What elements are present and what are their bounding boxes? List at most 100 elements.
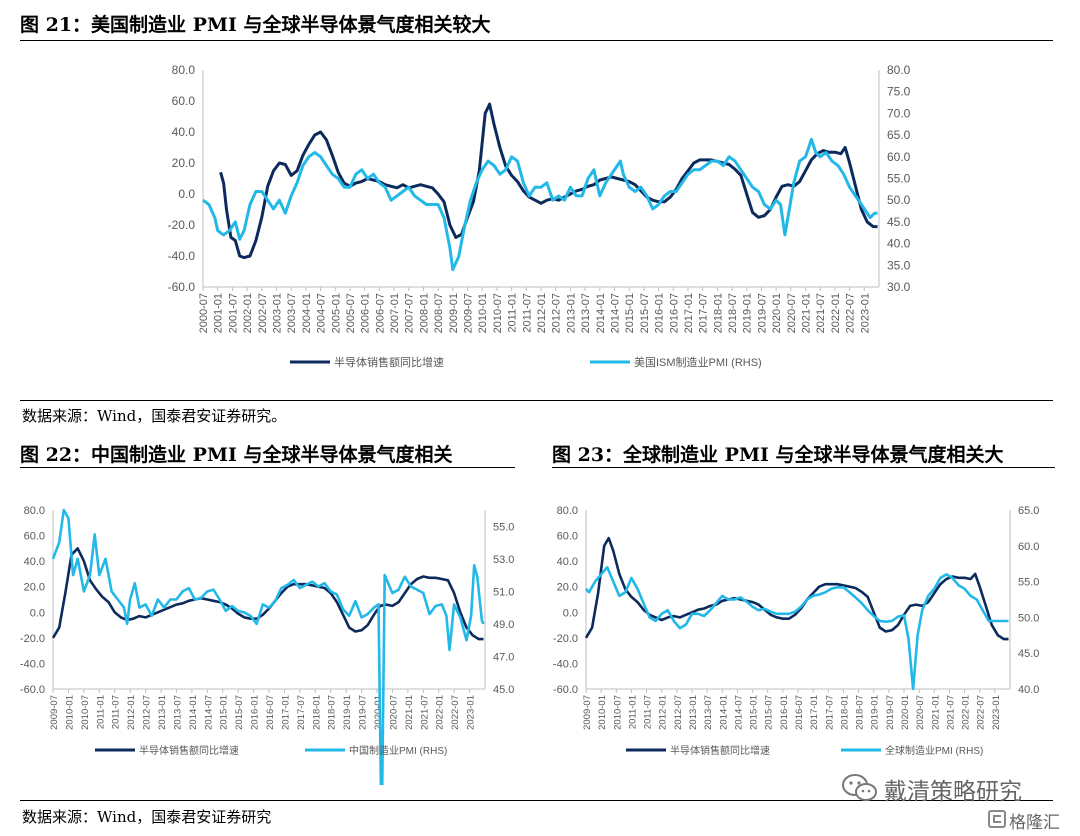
x-tick-label: 2015-01 <box>219 695 230 730</box>
x-tick-label: 2017-07 <box>824 695 835 730</box>
right-tick-label: 40.0 <box>1018 684 1039 696</box>
right-tick-label: 45.0 <box>1018 648 1039 660</box>
x-tick-label: 2023-01 <box>991 695 1002 730</box>
left-tick-label: 20.0 <box>557 582 578 594</box>
x-tick-label: 2019-07 <box>885 695 896 730</box>
x-tick-label: 2016-07 <box>794 695 805 730</box>
x-tick-label: 2021-01 <box>801 293 813 333</box>
right-tick-label: 40.0 <box>887 237 911 251</box>
right-tick-label: 45.0 <box>493 684 514 696</box>
left-tick-label: -40.0 <box>553 658 578 670</box>
x-tick-label: 2013-07 <box>580 293 592 333</box>
right-tick-label: 65.0 <box>887 128 911 142</box>
x-tick-label: 2010-07 <box>492 293 504 333</box>
x-tick-label: 2020-07 <box>915 695 926 730</box>
right-tick-label: 75.0 <box>887 85 911 99</box>
x-tick-label: 2020-01 <box>373 695 384 730</box>
left-tick-label: 60.0 <box>557 531 578 543</box>
right-tick-label: 60.0 <box>1018 541 1039 553</box>
left-tick-label: 80.0 <box>557 505 578 517</box>
x-tick-label: 2017-01 <box>809 695 820 730</box>
x-tick-label: 2015-07 <box>639 293 651 333</box>
x-tick-label: 2000-07 <box>198 293 210 333</box>
left-tick-label: 60.0 <box>24 531 45 543</box>
figure-21-source: 数据来源：Wind，国泰君安证券研究。 <box>22 407 287 425</box>
x-tick-label: 2009-07 <box>582 695 593 730</box>
x-tick-label: 2010-01 <box>64 695 75 730</box>
right-tick-label: 35.0 <box>887 258 911 272</box>
left-tick-label: -20.0 <box>553 633 578 645</box>
x-tick-label: 2007-01 <box>389 293 401 333</box>
x-tick-label: 2019-01 <box>342 695 353 730</box>
legend-label: 半导体销售额同比增速 <box>139 744 239 757</box>
x-tick-label: 2022-07 <box>450 695 461 730</box>
x-tick-label: 2019-01 <box>742 293 754 333</box>
left-tick-label: 20.0 <box>172 156 196 170</box>
x-tick-label: 2006-07 <box>374 293 386 333</box>
x-tick-label: 2013-07 <box>703 695 714 730</box>
x-tick-label: 2009-07 <box>463 293 475 333</box>
x-tick-label: 2010-01 <box>597 695 608 730</box>
figure-23-title: 图 23：全球制造业 PMI 与全球半导体景气度相关大 <box>552 444 1004 466</box>
wechat-icon <box>842 774 877 801</box>
x-tick-label: 2022-01 <box>830 293 842 333</box>
x-tick-label: 2018-07 <box>855 695 866 730</box>
left-tick-label: 40.0 <box>24 556 45 568</box>
x-tick-label: 2020-07 <box>786 293 798 333</box>
x-tick-label: 2004-07 <box>316 293 328 333</box>
x-tick-label: 2007-07 <box>404 293 416 333</box>
left-tick-label: 0.0 <box>178 187 195 201</box>
left-tick-label: -60.0 <box>20 684 45 696</box>
x-tick-label: 2021-07 <box>815 293 827 333</box>
x-tick-label: 2016-01 <box>250 695 261 730</box>
x-tick-label: 2008-07 <box>433 293 445 333</box>
figure-22-title: 图 22：中国制造业 PMI 与全球半导体景气度相关 <box>20 444 453 466</box>
legend-label: 半导体销售额同比增速 <box>670 744 770 757</box>
x-tick-label: 2012-07 <box>142 695 153 730</box>
x-tick-label: 2015-01 <box>749 695 760 730</box>
x-tick-label: 2020-01 <box>900 695 911 730</box>
right-tick-label: 49.0 <box>493 619 514 631</box>
left-tick-label: -40.0 <box>20 658 45 670</box>
x-tick-label: 2014-07 <box>203 695 214 730</box>
figure-21-title: 图 21：美国制造业 PMI 与全球半导体景气度相关较大 <box>20 14 491 36</box>
legend-label: 全球制造业PMI (RHS) <box>885 744 983 757</box>
brand-name: 格隆汇 <box>1009 813 1060 833</box>
x-tick-label: 2011-01 <box>507 293 519 333</box>
figure-23-top-rule <box>552 467 1055 468</box>
x-tick-label: 2012-01 <box>658 695 669 730</box>
pmi-line <box>51 508 485 785</box>
left-tick-label: 60.0 <box>172 94 196 108</box>
left-tick-label: 40.0 <box>172 125 196 139</box>
x-tick-label: 2014-01 <box>718 695 729 730</box>
x-tick-label: 2016-01 <box>654 293 666 333</box>
left-tick-label: -60.0 <box>553 684 578 696</box>
x-tick-label: 2023-01 <box>859 293 871 333</box>
x-tick-label: 2022-07 <box>976 695 987 730</box>
x-tick-label: 2012-01 <box>126 695 137 730</box>
right-tick-label: 51.0 <box>493 586 514 598</box>
x-tick-label: 2005-07 <box>345 293 357 333</box>
x-tick-label: 2009-07 <box>49 695 60 730</box>
x-tick-label: 2019-07 <box>358 695 369 730</box>
x-tick-label: 2018-01 <box>839 695 850 730</box>
x-tick-label: 2002-01 <box>242 293 254 333</box>
right-tick-label: 50.0 <box>887 193 911 207</box>
x-tick-label: 2015-07 <box>764 695 775 730</box>
semiconductor-growth-line <box>219 102 878 260</box>
x-tick-label: 2013-01 <box>688 695 699 730</box>
watermark-wechat: 戴清策略研究 <box>840 770 1040 805</box>
right-tick-label: 70.0 <box>887 106 911 120</box>
left-tick-label: 0.0 <box>563 607 578 619</box>
left-tick-label: -60.0 <box>168 280 196 294</box>
x-tick-label: 2023-01 <box>466 695 477 730</box>
x-tick-label: 2018-01 <box>311 695 322 730</box>
figure-21-bottom-rule <box>20 400 1053 401</box>
x-tick-label: 2013-01 <box>157 695 168 730</box>
right-tick-label: 65.0 <box>1018 505 1039 517</box>
x-tick-label: 2014-07 <box>609 293 621 333</box>
x-tick-label: 2001-07 <box>227 293 239 333</box>
right-tick-label: 45.0 <box>887 215 911 229</box>
right-tick-label: 30.0 <box>887 280 911 294</box>
left-tick-label: 80.0 <box>24 505 45 517</box>
